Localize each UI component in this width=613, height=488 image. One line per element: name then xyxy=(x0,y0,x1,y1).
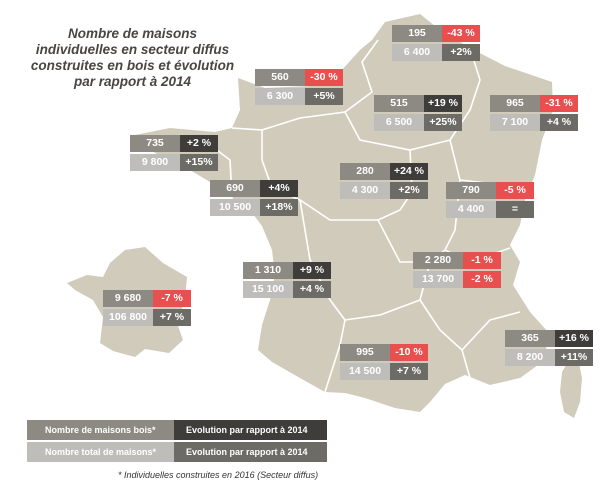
bois-count: 965 xyxy=(490,95,540,112)
bois-count: 365 xyxy=(505,330,555,347)
total-count: 6 400 xyxy=(392,44,442,61)
bois-count: 690 xyxy=(210,180,260,197)
total-count: 14 500 xyxy=(340,363,390,380)
bois-evolution: +19 % xyxy=(424,95,462,112)
bois-evolution: -43 % xyxy=(442,25,480,42)
legend-bois-evolution-label: Evolution par rapport à 2014 xyxy=(174,420,327,440)
total-evolution: +15% xyxy=(180,154,218,171)
total-evolution: +2% xyxy=(390,182,428,199)
total-evolution: +7 % xyxy=(390,363,428,380)
total-evolution: +4 % xyxy=(540,114,578,131)
bois-evolution: -5 % xyxy=(496,182,534,199)
region-box-normandie: 560 -30 % 6 300 +5% xyxy=(255,69,343,107)
region-box-france: 9 680 -7 % 106 800 +7 % xyxy=(103,290,191,328)
legend-total-label: Nombre total de maisons* xyxy=(27,442,174,462)
total-evolution: +11% xyxy=(555,349,593,366)
bois-evolution: -10 % xyxy=(390,344,428,361)
total-count: 9 800 xyxy=(130,154,180,171)
region-borders xyxy=(209,39,531,393)
region-box-ile-de-france: 515 +19 % 6 500 +25% xyxy=(374,95,462,133)
mainland-france-shape xyxy=(130,14,553,412)
bois-evolution: -31 % xyxy=(540,95,578,112)
bois-count: 995 xyxy=(340,344,390,361)
total-count: 8 200 xyxy=(505,349,555,366)
total-count: 6 300 xyxy=(255,88,305,105)
footnote: * Individuelles construites en 2016 (Sec… xyxy=(118,470,319,480)
region-box-centre-val-de-loire: 280 +24 % 4 300 +2% xyxy=(340,163,428,201)
total-count: 7 100 xyxy=(490,114,540,131)
bois-evolution: +9 % xyxy=(293,262,331,279)
total-count: 10 500 xyxy=(210,199,260,216)
total-evolution: +2% xyxy=(442,44,480,61)
region-box-auvergne-rhone-alpes: 2 280 -1 % 13 700 -2 % xyxy=(413,252,501,290)
bois-count: 195 xyxy=(392,25,442,42)
total-evolution: = xyxy=(496,201,534,218)
bois-evolution: -30 % xyxy=(305,69,343,86)
legend-bois-row: Nombre de maisons bois* Evolution par ra… xyxy=(27,420,327,440)
region-box-paca: 365 +16 % 8 200 +11% xyxy=(505,330,593,368)
total-count: 6 500 xyxy=(374,114,424,131)
total-count: 13 700 xyxy=(413,271,463,288)
bois-count: 560 xyxy=(255,69,305,86)
bois-count: 280 xyxy=(340,163,390,180)
bois-count: 1 310 xyxy=(243,262,293,279)
total-evolution: +4 % xyxy=(293,281,331,298)
total-count: 4 300 xyxy=(340,182,390,199)
bois-evolution: +16 % xyxy=(555,330,593,347)
bois-evolution: -7 % xyxy=(153,290,191,307)
bois-evolution: +24 % xyxy=(390,163,428,180)
bois-count: 735 xyxy=(130,135,180,152)
total-count: 15 100 xyxy=(243,281,293,298)
region-box-hauts-de-france: 195 -43 % 6 400 +2% xyxy=(392,25,480,63)
bois-evolution: +2 % xyxy=(180,135,218,152)
total-count: 4 400 xyxy=(446,201,496,218)
region-box-occitanie: 995 -10 % 14 500 +7 % xyxy=(340,344,428,382)
legend-total-evolution-label: Evolution par rapport à 2014 xyxy=(174,442,327,462)
total-evolution: +25% xyxy=(424,114,462,131)
legend: Nombre de maisons bois* Evolution par ra… xyxy=(27,420,327,464)
total-evolution: +7 % xyxy=(153,309,191,326)
region-box-nouvelle-aquitaine: 1 310 +9 % 15 100 +4 % xyxy=(243,262,331,300)
region-box-bretagne: 735 +2 % 9 800 +15% xyxy=(130,135,218,173)
legend-total-row: Nombre total de maisons* Evolution par r… xyxy=(27,442,327,462)
bois-count: 515 xyxy=(374,95,424,112)
total-evolution: +18% xyxy=(260,199,298,216)
region-box-bourgogne-franche-comte: 790 -5 % 4 400 = xyxy=(446,182,534,220)
bois-count: 2 280 xyxy=(413,252,463,269)
corsica-shape xyxy=(560,358,582,418)
bois-evolution: +4% xyxy=(260,180,298,197)
region-box-grand-est: 965 -31 % 7 100 +4 % xyxy=(490,95,578,133)
bois-count: 790 xyxy=(446,182,496,199)
region-box-pays-de-la-loire: 690 +4% 10 500 +18% xyxy=(210,180,298,218)
legend-bois-label: Nombre de maisons bois* xyxy=(27,420,174,440)
total-count: 106 800 xyxy=(103,309,153,326)
total-evolution: +5% xyxy=(305,88,343,105)
bois-evolution: -1 % xyxy=(463,252,501,269)
bois-count: 9 680 xyxy=(103,290,153,307)
map-title: Nombre de maisons individuelles en secte… xyxy=(30,26,235,89)
total-evolution: -2 % xyxy=(463,271,501,288)
